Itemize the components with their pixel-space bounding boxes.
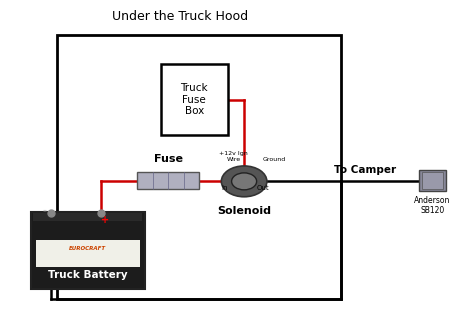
Circle shape [221,166,267,197]
Bar [137,172,199,189]
Circle shape [232,173,256,190]
Text: -: - [43,205,46,215]
Text: Truck Battery: Truck Battery [48,270,128,280]
Text: In: In [221,185,228,191]
Text: Out: Out [257,185,269,191]
Bar [36,240,140,267]
Bar [33,213,142,221]
Text: Truck
Fuse
Box: Truck Fuse Box [181,83,208,116]
Text: Anderson
SB120: Anderson SB120 [414,196,451,215]
Bar [57,35,341,299]
Text: EUROCRAFT: EUROCRAFT [69,246,106,251]
Bar [419,170,446,191]
Text: +12v Ign
Wire: +12v Ign Wire [219,151,248,162]
Text: Fuse: Fuse [154,154,183,164]
Bar [161,64,228,135]
Text: +: + [100,215,109,225]
Text: Ground: Ground [263,157,286,162]
Text: To Camper: To Camper [334,165,396,175]
Bar [31,212,145,289]
Text: Under the Truck Hood: Under the Truck Hood [112,10,248,22]
Bar [422,172,443,189]
Text: Solenoid: Solenoid [217,206,271,216]
